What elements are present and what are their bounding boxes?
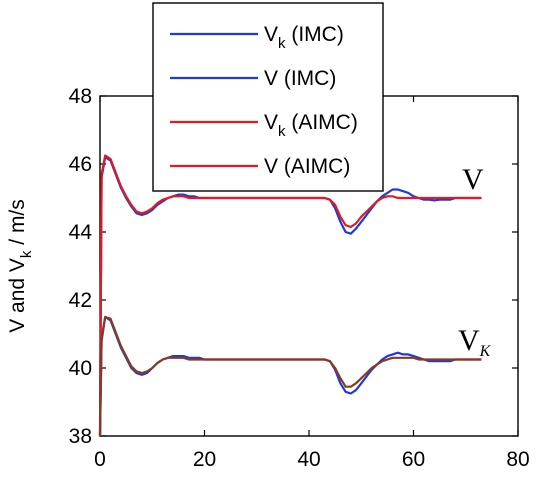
y-tick-label: 42	[69, 289, 92, 312]
y-tick-label: 38	[69, 425, 92, 448]
annotation-v: V	[462, 163, 484, 196]
y-tick-label: 44	[69, 221, 93, 244]
legend-label-main: V	[264, 23, 278, 46]
legend-label-tail: (IMC)	[286, 23, 344, 46]
legend-label-tail: (AIMC)	[286, 111, 358, 134]
y-axis: 38 40 42 44 46 48	[69, 85, 518, 448]
legend-label-sub: k	[278, 123, 286, 140]
legend: Vk (IMC)V (IMC)Vk (AIMC)V (AIMC)	[152, 2, 384, 192]
legend-label: Vk (IMC)	[264, 23, 344, 52]
x-tick-label: 0	[94, 448, 106, 471]
x-tick-label: 20	[193, 448, 216, 471]
y-tick-label: 40	[69, 357, 92, 380]
legend-entries: Vk (IMC)V (IMC)Vk (AIMC)V (AIMC)	[170, 23, 358, 178]
x-tick-label: 60	[402, 448, 425, 471]
legend-label-sub: k	[278, 35, 286, 52]
x-axis: 0 20 40 60 80	[94, 96, 530, 471]
legend-label: Vk (AIMC)	[264, 111, 358, 140]
annotation-vk: VK	[458, 324, 492, 360]
y-axis-label: V and Vk / m/s	[6, 199, 35, 333]
legend-label-tail: (IMC)	[278, 67, 336, 90]
y-axis-label-main: V and V	[6, 258, 29, 333]
legend-label-main: V	[264, 111, 278, 134]
y-axis-label-tail: / m/s	[6, 199, 29, 250]
legend-label: V (IMC)	[264, 67, 336, 90]
annotation-vk-sub: K	[479, 343, 492, 360]
series-line-v-aimc	[98, 154, 482, 437]
y-tick-label: 46	[69, 153, 92, 176]
legend-label: V (AIMC)	[264, 155, 350, 178]
series-line-v-imc	[98, 156, 482, 437]
legend-label-main: V	[264, 155, 278, 178]
x-tick-label: 40	[297, 448, 320, 471]
legend-label-main: V	[264, 67, 278, 90]
series-line-vk-aimc	[98, 315, 482, 437]
legend-label-tail: (AIMC)	[278, 155, 350, 178]
annotation-vk-text: V	[458, 324, 480, 357]
y-tick-label: 48	[69, 85, 92, 108]
y-axis-label-sub: k	[18, 250, 35, 258]
annotation-v-text: V	[462, 163, 484, 196]
x-tick-label: 80	[506, 448, 529, 471]
series-layer	[98, 154, 482, 437]
